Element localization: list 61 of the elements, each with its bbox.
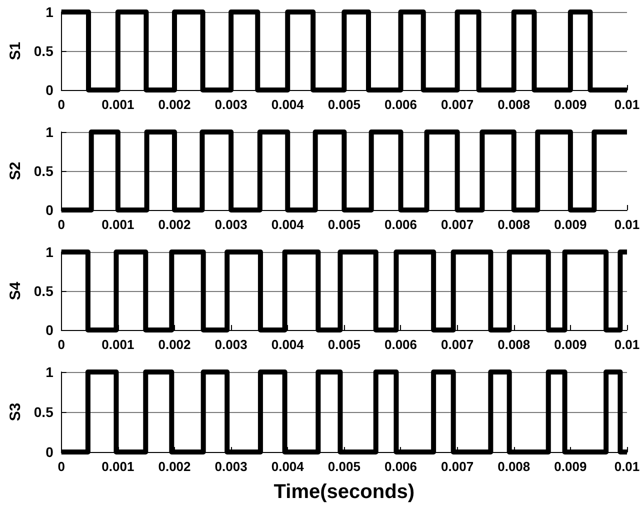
x-tick-label: 0 <box>58 459 65 474</box>
y-tick-label: 0.5 <box>34 163 54 179</box>
y-tick-label: 0.5 <box>34 404 54 420</box>
y-tick-label: 0 <box>46 82 54 98</box>
x-axis-title: Time(seconds) <box>274 481 415 503</box>
x-tick-label: 0.004 <box>271 217 305 232</box>
x-tick-label: 0.003 <box>214 97 248 112</box>
x-tick-label: 0.002 <box>158 217 191 232</box>
x-tick-label: 0.008 <box>498 217 530 232</box>
x-tick-label: 0.002 <box>158 337 191 352</box>
x-tick-label: 0.002 <box>158 97 191 112</box>
x-tick-label: 0.008 <box>498 337 530 352</box>
x-tick-label: 0 <box>58 217 65 232</box>
x-tick-label: 0.009 <box>554 459 587 474</box>
x-tick-label: 0.001 <box>102 97 134 112</box>
x-tick-label: 0.003 <box>214 459 248 474</box>
x-tick-label: 0.009 <box>554 217 587 232</box>
x-tick-label: 0 <box>58 337 65 352</box>
x-tick-label: 0.007 <box>441 337 474 352</box>
y-tick-label: 1 <box>46 124 54 140</box>
y-tick-label: 0.5 <box>34 283 54 299</box>
x-tick-label: 0.005 <box>328 217 360 232</box>
x-tick-label: 0.005 <box>328 459 360 474</box>
x-tick-label: 0.003 <box>214 337 248 352</box>
x-tick-label: 0.003 <box>214 217 248 232</box>
x-tick-label: 0.004 <box>271 97 305 112</box>
x-tick-label: 0.006 <box>384 337 418 352</box>
y-axis-title: S4 <box>7 281 24 300</box>
x-tick-label: 0.005 <box>328 97 360 112</box>
x-tick-label: 0.006 <box>384 217 418 232</box>
x-tick-label: 0.005 <box>328 337 360 352</box>
x-tick-label: 0.001 <box>102 337 134 352</box>
y-tick-label: 0 <box>46 444 54 460</box>
y-tick-label: 1 <box>46 244 54 260</box>
y-axis-title: S3 <box>7 402 24 422</box>
y-axis-title: S1 <box>7 42 24 60</box>
y-tick-label: 0.5 <box>34 43 54 59</box>
x-tick-label: 0.009 <box>554 337 587 352</box>
x-tick-label: 0.001 <box>102 459 134 474</box>
y-tick-label: 0 <box>46 202 54 218</box>
y-tick-label: 0 <box>46 322 54 338</box>
x-tick-label: 0.008 <box>498 459 530 474</box>
x-tick-label: 0.004 <box>271 459 305 474</box>
x-tick-label: 0.008 <box>498 97 530 112</box>
x-tick-label: 0.004 <box>271 337 305 352</box>
y-axis-title: S2 <box>7 162 24 180</box>
x-tick-label: 0.007 <box>441 459 474 474</box>
x-tick-label: 0 <box>58 97 65 112</box>
x-tick-label: 0.01 <box>614 217 640 232</box>
x-tick-label: 0.006 <box>384 459 418 474</box>
x-tick-label: 0.006 <box>384 97 418 112</box>
x-tick-label: 0.01 <box>614 459 640 474</box>
x-tick-label: 0.007 <box>441 97 474 112</box>
y-tick-label: 1 <box>46 364 54 380</box>
x-tick-label: 0.002 <box>158 459 191 474</box>
x-tick-label: 0.001 <box>102 217 134 232</box>
x-tick-label: 0.007 <box>441 217 474 232</box>
y-tick-label: 1 <box>46 4 54 20</box>
x-tick-label: 0.01 <box>614 337 640 352</box>
x-tick-label: 0.009 <box>554 97 587 112</box>
x-tick-label: 0.01 <box>614 97 640 112</box>
